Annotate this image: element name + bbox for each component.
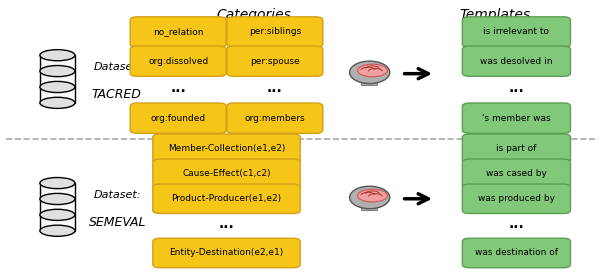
Ellipse shape: [350, 186, 390, 209]
Ellipse shape: [350, 61, 390, 84]
Text: no_relation: no_relation: [153, 28, 204, 36]
Text: ...: ...: [509, 217, 524, 231]
Ellipse shape: [40, 50, 75, 61]
FancyBboxPatch shape: [153, 159, 300, 188]
FancyBboxPatch shape: [227, 17, 323, 47]
FancyBboxPatch shape: [463, 17, 570, 47]
Text: per:siblings: per:siblings: [249, 28, 301, 36]
FancyBboxPatch shape: [227, 103, 323, 133]
FancyBboxPatch shape: [463, 103, 570, 133]
FancyBboxPatch shape: [463, 46, 570, 76]
Ellipse shape: [358, 189, 387, 202]
FancyBboxPatch shape: [153, 238, 300, 268]
FancyBboxPatch shape: [153, 184, 300, 214]
Text: ...: ...: [170, 81, 186, 95]
Text: ...: ...: [267, 81, 283, 95]
Ellipse shape: [40, 178, 75, 189]
Text: was destination of: was destination of: [475, 249, 558, 257]
Ellipse shape: [40, 209, 75, 220]
Ellipse shape: [40, 66, 75, 77]
Text: org:dissolved: org:dissolved: [148, 57, 208, 66]
FancyBboxPatch shape: [227, 46, 323, 76]
Bar: [40, 199, 75, 215]
Text: is part of: is part of: [496, 144, 536, 153]
Bar: [40, 215, 75, 231]
FancyBboxPatch shape: [130, 103, 226, 133]
Text: Dataset:: Dataset:: [94, 190, 141, 200]
Bar: [40, 71, 75, 87]
Bar: [40, 183, 75, 199]
Text: 's member was: 's member was: [482, 114, 551, 123]
Text: org:founded: org:founded: [150, 114, 206, 123]
Text: ...: ...: [509, 81, 524, 95]
FancyBboxPatch shape: [463, 238, 570, 268]
FancyBboxPatch shape: [153, 134, 300, 163]
Text: org:members: org:members: [245, 114, 305, 123]
Ellipse shape: [40, 81, 75, 93]
Text: was produced by: was produced by: [478, 194, 555, 203]
Text: was cased by: was cased by: [486, 169, 547, 178]
Text: Member-Collection(e1,e2): Member-Collection(e1,e2): [168, 144, 285, 153]
Text: Cause-Effect(c1,c2): Cause-Effect(c1,c2): [182, 169, 271, 178]
Ellipse shape: [358, 64, 387, 77]
Bar: [40, 55, 75, 71]
Text: per:spouse: per:spouse: [250, 57, 300, 66]
Text: Product-Producer(e1,e2): Product-Producer(e1,e2): [172, 194, 281, 203]
FancyBboxPatch shape: [130, 17, 226, 47]
Text: Templates: Templates: [460, 8, 531, 22]
Text: Dataset:: Dataset:: [94, 62, 141, 72]
Bar: [40, 87, 75, 103]
Text: SEMEVAL: SEMEVAL: [89, 216, 146, 229]
FancyBboxPatch shape: [463, 184, 570, 214]
Text: Categories: Categories: [216, 8, 291, 22]
FancyBboxPatch shape: [463, 134, 570, 163]
Text: ...: ...: [219, 217, 234, 231]
Text: was desolved in: was desolved in: [480, 57, 553, 66]
FancyBboxPatch shape: [130, 46, 226, 76]
Text: Entity-Destination(e2,e1): Entity-Destination(e2,e1): [169, 249, 284, 257]
Ellipse shape: [40, 193, 75, 205]
Bar: [361, 82, 377, 85]
Bar: [361, 207, 377, 210]
Ellipse shape: [40, 97, 75, 108]
Ellipse shape: [40, 225, 75, 236]
Text: is irrelevant to: is irrelevant to: [483, 28, 550, 36]
FancyBboxPatch shape: [463, 159, 570, 188]
Text: TACRED: TACRED: [92, 88, 142, 101]
